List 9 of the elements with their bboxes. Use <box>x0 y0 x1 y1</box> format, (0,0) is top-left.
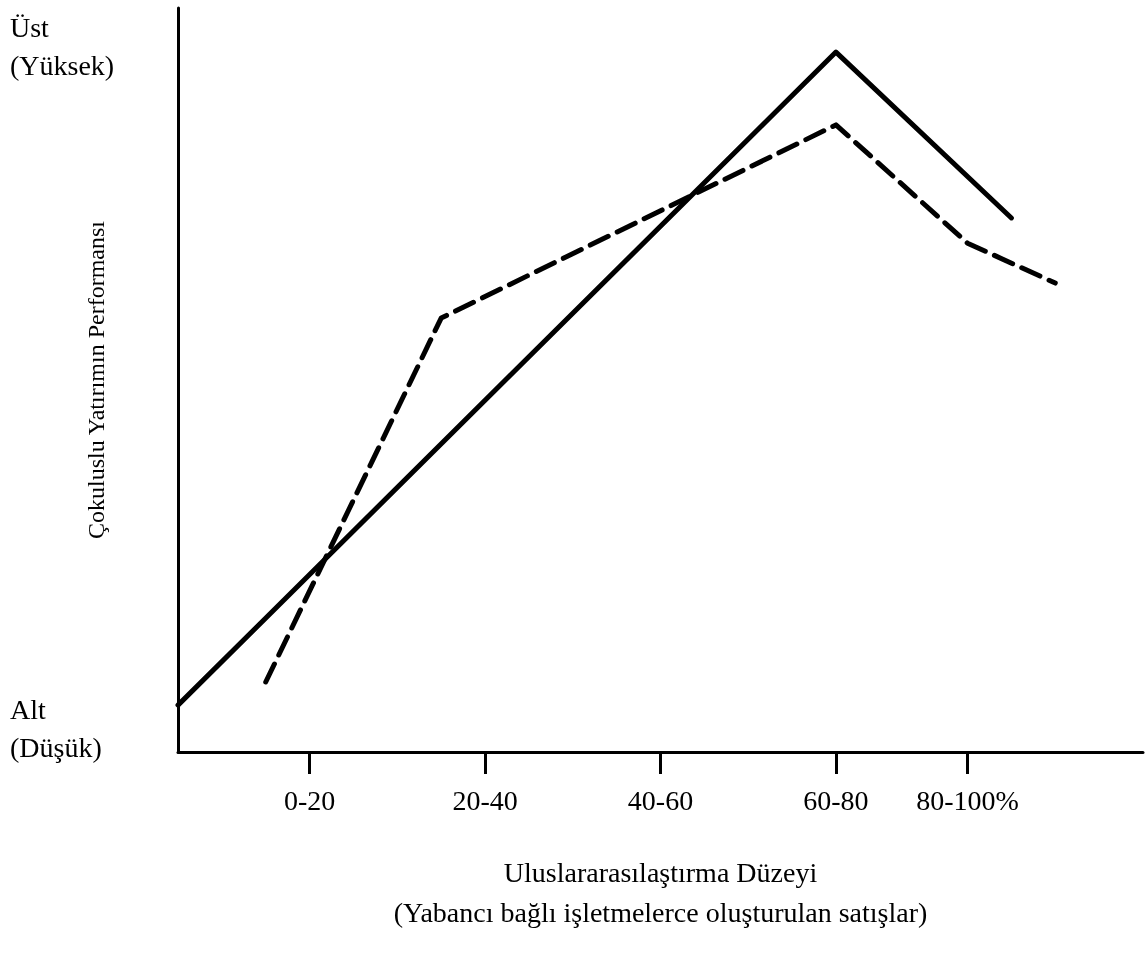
x-tick-label: 80-100% <box>916 784 1019 816</box>
text: Üst (Yüksek) <box>10 11 115 81</box>
x-tick-label: 20-40 <box>452 784 518 816</box>
text: Alt (Düşük) <box>10 693 102 763</box>
x-tick-label: 60-80 <box>803 784 869 816</box>
x-tick-label: 40-60 <box>627 784 694 816</box>
x-axis-title: Uluslararasılaştırma Düzeyi (Yabancı bağlı işletmelerce oluşturulan satışlar) <box>393 856 928 928</box>
y-axis-title: Çokuluslu Yatırımın Performansı <box>83 220 109 540</box>
x-tick-label: 0-20 <box>283 784 336 816</box>
